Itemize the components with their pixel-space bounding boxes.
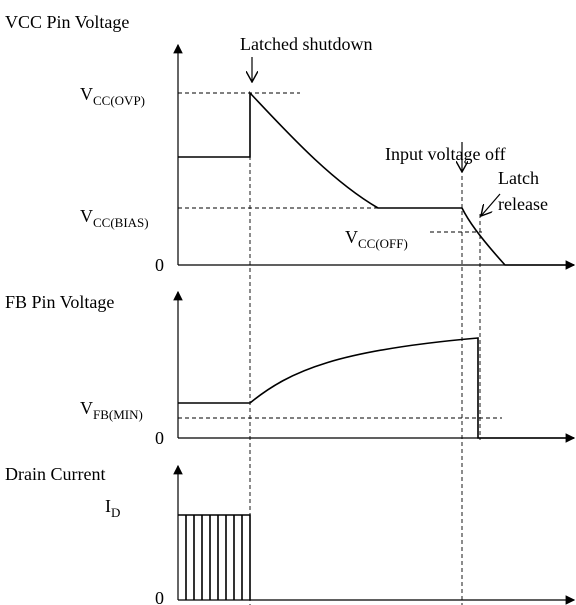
level-label: VCC(OVP) [80, 84, 145, 108]
drain-pulses [178, 514, 251, 600]
zero-label: 0 [155, 255, 164, 275]
level-label: VFB(MIN) [80, 398, 143, 422]
annotation: Latch [498, 168, 539, 188]
drain-panel: Drain Current ID 0 [5, 464, 576, 605]
vcc-waveform [178, 90, 574, 266]
annotation: Input voltage off [385, 144, 506, 164]
panel-title: FB Pin Voltage [5, 292, 114, 312]
annotation: release [498, 194, 548, 214]
fb-waveform [178, 337, 574, 439]
vcc-panel: VCC Pin Voltage VCC(OVP) VCC(BIAS) VCC(O… [5, 12, 576, 275]
fb-panel: FB Pin Voltage VFB(MIN) 0 [5, 290, 576, 448]
panel-title: VCC Pin Voltage [5, 12, 129, 32]
annotation-arrow [481, 193, 501, 216]
zero-label: 0 [155, 588, 164, 605]
level-label: ID [105, 496, 120, 520]
level-label: VCC(OFF) [345, 227, 408, 251]
level-label: VCC(BIAS) [80, 206, 149, 230]
panel-title: Drain Current [5, 464, 105, 484]
zero-label: 0 [155, 428, 164, 448]
annotation: Latched shutdown [240, 34, 372, 54]
